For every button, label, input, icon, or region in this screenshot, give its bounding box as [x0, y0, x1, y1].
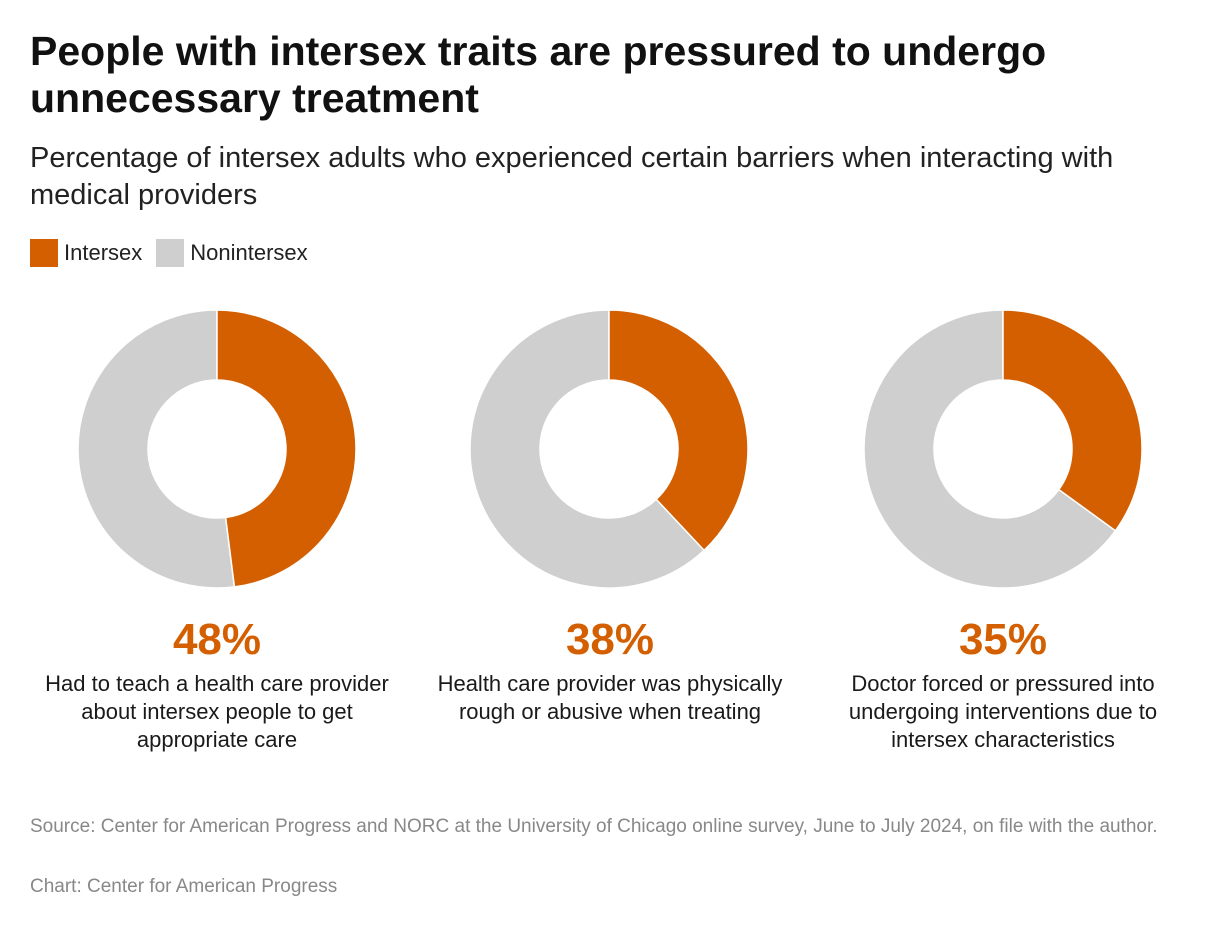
chart-panel-3: 35% Doctor forced or pressured into unde…	[823, 612, 1183, 754]
chart-description: Doctor forced or pressured into undergoi…	[848, 671, 1158, 752]
donut-slice-nonintersex	[77, 309, 236, 589]
legend-label-intersex: Intersex	[64, 240, 143, 265]
percent-label: 48%	[172, 615, 262, 664]
chart-subtitle: Percentage of intersex adults who experi…	[30, 142, 1114, 211]
donut-slice-intersex	[1002, 309, 1143, 532]
source-note: Source: Center for American Progress and…	[30, 816, 1158, 837]
percent-label: 35%	[958, 615, 1048, 664]
legend-item-intersex: Intersex	[30, 239, 142, 267]
chart-panel-2: 38% Health care provider was physically …	[430, 612, 790, 726]
percent-label: 38%	[565, 615, 655, 664]
donut-slice-intersex	[608, 309, 749, 552]
chart-description: Health care provider was physically roug…	[437, 671, 783, 724]
donut-slice-intersex	[216, 309, 357, 588]
legend-item-nonintersex: Nonintersex	[156, 239, 308, 267]
donut-chart-2	[469, 309, 749, 589]
donut-chart-3	[863, 309, 1143, 589]
donut-chart-1	[77, 309, 357, 589]
legend-swatch-nonintersex	[156, 239, 185, 267]
donut-slice-nonintersex	[469, 309, 706, 589]
donut-slice-nonintersex	[863, 309, 1117, 589]
legend: Intersex Nonintersex	[30, 238, 322, 268]
legend-label-nonintersex: Nonintersex	[190, 240, 308, 265]
chart-title: People with intersex traits are pressure…	[30, 28, 1047, 121]
chart-credit: Chart: Center for American Progress	[30, 876, 338, 897]
chart-description: Had to teach a health care provider abou…	[45, 671, 389, 752]
chart-panel-1: 48% Had to teach a health care provider …	[37, 612, 397, 754]
legend-swatch-intersex	[30, 239, 58, 267]
